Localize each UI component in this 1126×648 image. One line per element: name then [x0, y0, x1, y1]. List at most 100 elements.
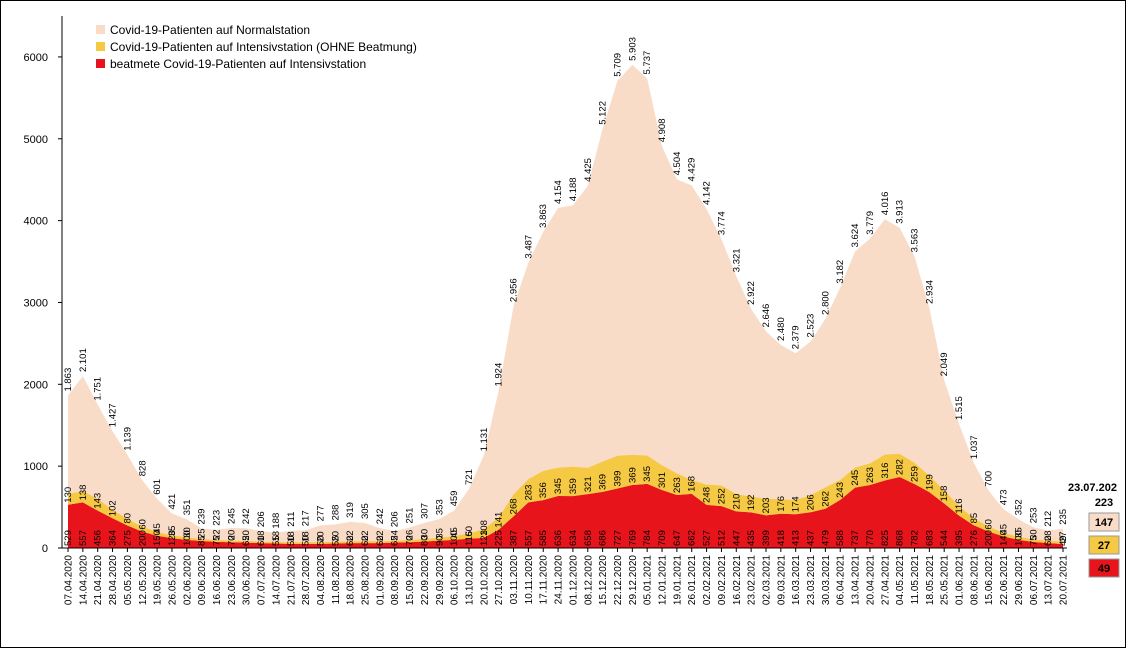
x-tick-label: 01.06.2021 [955, 555, 966, 605]
data-label: 282 [895, 459, 906, 475]
data-label: 4.142 [702, 181, 713, 205]
data-label: 100 [449, 530, 460, 546]
x-tick-label: 27.04.2021 [880, 555, 891, 605]
data-label: 3.863 [538, 204, 549, 228]
data-label: 50 [286, 535, 297, 546]
latest-icu-box [1088, 535, 1120, 555]
data-label: 248 [702, 487, 713, 503]
latest-ventilated-box [1088, 558, 1120, 578]
data-label: 1.131 [479, 428, 490, 452]
data-label: 30 [1028, 529, 1039, 540]
x-tick-label: 09.02.2021 [717, 555, 728, 605]
data-label: 80 [419, 535, 430, 546]
data-label: 3.487 [523, 235, 534, 259]
x-tick-label: 17.11.2020 [539, 555, 550, 605]
data-label: 20 [315, 531, 326, 542]
data-label: 18 [256, 531, 267, 542]
data-label: 1.427 [108, 403, 119, 427]
data-label: 3.182 [835, 260, 846, 284]
data-label: 418 [776, 530, 787, 546]
data-label: 22 [345, 531, 356, 542]
data-label: 70 [405, 535, 416, 546]
x-tick-label: 06.10.2020 [450, 555, 461, 605]
data-label: 421 [167, 494, 178, 510]
data-label: 769 [627, 530, 638, 546]
x-tick-label: 27.10.2020 [494, 555, 505, 605]
x-tick-label: 29.12.2020 [628, 555, 639, 605]
data-label: 2.956 [509, 278, 520, 302]
data-label: 192 [746, 495, 757, 511]
latest-icu: 27 [1098, 540, 1110, 552]
data-label: 223 [212, 510, 223, 526]
data-label: 18 [271, 531, 282, 542]
x-tick-label: 04.05.2021 [895, 555, 906, 605]
data-label: 473 [999, 489, 1010, 505]
data-label: 1.037 [969, 435, 980, 459]
data-label: 3.779 [865, 211, 876, 235]
data-label: 60 [1043, 535, 1054, 546]
data-label: 2.646 [761, 304, 772, 328]
data-label: 459 [449, 491, 460, 507]
data-label: 1.924 [494, 363, 505, 387]
data-label: 364 [108, 530, 119, 546]
x-tick-label: 30.06.2020 [242, 555, 253, 605]
x-tick-label: 15.12.2020 [598, 555, 609, 605]
data-label: 700 [984, 471, 995, 487]
x-tick-label: 28.07.2020 [301, 555, 312, 605]
data-label: 737 [850, 530, 861, 546]
latest-ventilated: 49 [1098, 563, 1110, 575]
y-tick-label: 3000 [24, 297, 48, 309]
data-label: 413 [791, 530, 802, 546]
data-label: 658 [583, 530, 594, 546]
data-label: 130 [63, 487, 74, 503]
data-label: 3.563 [909, 229, 920, 253]
data-label: 395 [954, 530, 965, 546]
data-label: 60 [360, 535, 371, 546]
data-label: 174 [791, 496, 802, 512]
x-tick-label: 28.04.2020 [108, 555, 119, 605]
data-label: 512 [716, 530, 727, 546]
x-tick-label: 18.05.2021 [925, 555, 936, 605]
data-label: 45 [152, 523, 163, 534]
data-label: 2.101 [78, 348, 89, 372]
data-label: 100 [182, 530, 193, 546]
area [68, 453, 1063, 544]
x-tick-label: 07.04.2020 [64, 555, 75, 605]
data-label: 585 [538, 530, 549, 546]
data-label: 262 [820, 491, 831, 507]
data-label: 601 [152, 479, 163, 495]
data-label: 721 [464, 469, 475, 485]
data-label: 307 [419, 503, 430, 519]
data-label: 200 [984, 530, 995, 546]
x-tick-label: 24.11.2020 [554, 555, 565, 605]
data-label: 2.934 [924, 280, 935, 304]
data-label: 557 [523, 530, 534, 546]
x-tick-label: 20.07.2021 [1059, 555, 1070, 605]
data-label: 4.504 [672, 152, 683, 176]
data-label: 782 [909, 530, 920, 546]
data-label: 243 [835, 482, 846, 498]
y-tick-label: 4000 [24, 216, 48, 228]
x-tick-label: 18.08.2020 [346, 555, 357, 605]
data-label: 22 [212, 529, 223, 540]
data-label: 85 [197, 535, 208, 546]
data-label: 253 [1028, 507, 1039, 523]
data-label: 288 [330, 505, 341, 521]
x-tick-label: 23.06.2020 [227, 555, 238, 605]
data-label: 351 [182, 499, 193, 515]
x-tick-label: 14.07.2020 [271, 555, 282, 605]
data-label: 199 [924, 474, 935, 490]
data-label: 4.429 [687, 158, 698, 182]
area [68, 476, 1063, 548]
data-label: 399 [612, 471, 623, 487]
x-tick-label: 12.05.2020 [138, 555, 149, 605]
data-label: 120 [167, 530, 178, 546]
data-label: 30 [419, 529, 430, 540]
data-label: 235 [1058, 509, 1069, 525]
data-label: 1.863 [63, 368, 74, 392]
data-label: 2.480 [776, 317, 787, 341]
data-label: 447 [731, 530, 742, 546]
data-label: 2.523 [806, 314, 817, 338]
data-label: 65 [390, 535, 401, 546]
data-label: 319 [345, 502, 356, 518]
